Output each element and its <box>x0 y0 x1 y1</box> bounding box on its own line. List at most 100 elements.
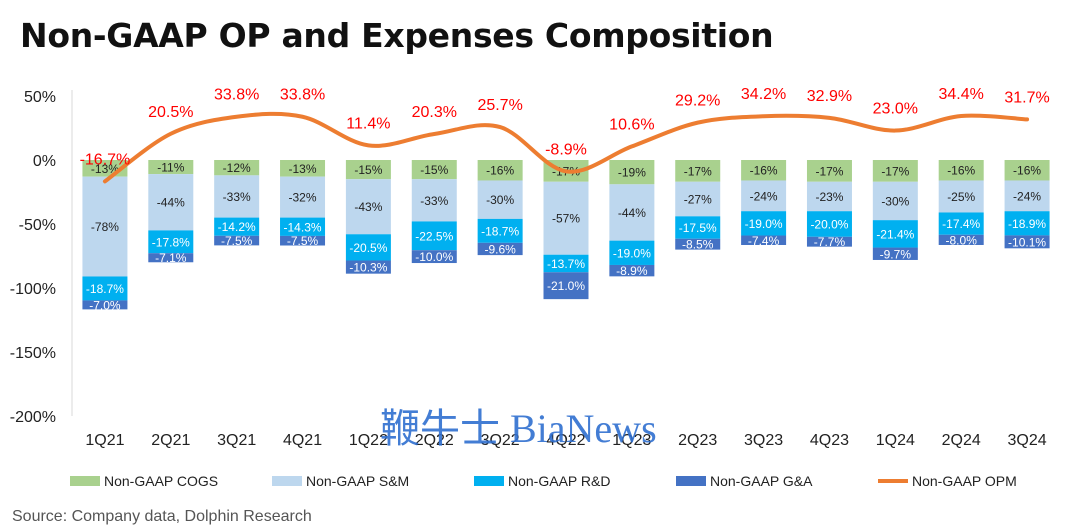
bar-data-label: -16% <box>486 164 514 178</box>
bar-segment-non-gaap-g-a <box>806 236 852 247</box>
bar-segment-non-gaap-r-d <box>148 230 194 254</box>
bar-segment-non-gaap-r-d <box>214 217 260 236</box>
bar-segment-non-gaap-s-m <box>543 181 589 255</box>
bar-segment-non-gaap-s-m <box>148 174 194 231</box>
bar-segment-non-gaap-r-d <box>872 220 918 248</box>
bar-segment-non-gaap-g-a <box>477 242 523 256</box>
opm-data-label: 20.3% <box>412 104 457 121</box>
opm-data-label: 33.8% <box>280 87 325 104</box>
bar-segment-non-gaap-g-a <box>411 250 457 264</box>
x-tick-label: 1Q23 <box>612 432 651 449</box>
bar-segment-non-gaap-r-d <box>280 217 326 236</box>
x-tick-label: 3Q21 <box>217 432 256 449</box>
bar-segment-non-gaap-g-a <box>82 300 128 310</box>
bar-data-label: -11% <box>157 161 184 175</box>
y-tick-label: -200% <box>10 409 56 426</box>
bar-segment-non-gaap-s-m <box>411 179 457 222</box>
bar-data-label: -19% <box>618 166 646 180</box>
bar-data-label: -18.7% <box>481 224 519 238</box>
y-tick-label: -150% <box>10 345 56 362</box>
bar-segment-non-gaap-r-d <box>1004 211 1050 236</box>
x-tick-label: 4Q21 <box>283 432 322 449</box>
bar-segment-non-gaap-cogs <box>214 160 260 176</box>
bar-segment-non-gaap-g-a <box>741 235 787 245</box>
legend-label: Non-GAAP R&D <box>508 473 610 489</box>
opm-data-label: 23.0% <box>873 101 918 118</box>
bar-segment-non-gaap-s-m <box>872 181 918 221</box>
bar-data-label: -7.7% <box>814 235 846 249</box>
bar-data-label: -24% <box>750 189 778 203</box>
x-tick-label: 3Q22 <box>481 432 520 449</box>
x-tick-label: 1Q21 <box>85 432 124 449</box>
bar-data-label: -21.4% <box>876 227 914 241</box>
x-tick-label: 2Q24 <box>942 432 981 449</box>
bar-segment-non-gaap-g-a <box>148 253 194 263</box>
bar-data-label: -33% <box>420 194 448 208</box>
legend-swatch <box>272 476 302 486</box>
brand-watermark: 鞭牛士 BiaNews <box>380 406 657 451</box>
bar-data-label: -7.1% <box>155 251 187 265</box>
bar-data-label: -57% <box>552 212 580 226</box>
bar-segment-non-gaap-g-a <box>214 235 260 246</box>
bar-segment-non-gaap-cogs <box>280 160 326 177</box>
bar-segment-non-gaap-s-m <box>1004 180 1050 212</box>
bar-segment-non-gaap-r-d <box>609 240 655 265</box>
bar-segment-non-gaap-r-d <box>411 221 457 251</box>
bar-data-label: -19.0% <box>745 217 783 231</box>
x-tick-label: 3Q24 <box>1007 432 1046 449</box>
bar-data-label: -17% <box>881 164 909 178</box>
opm-data-label: -8.9% <box>545 141 587 158</box>
bar-data-label: -13% <box>289 162 317 176</box>
bar-segment-non-gaap-s-m <box>477 180 523 219</box>
legend-label: Non-GAAP OPM <box>912 473 1017 489</box>
x-tick-label: 3Q23 <box>744 432 783 449</box>
legend-label: Non-GAAP COGS <box>104 473 218 489</box>
bar-data-label: -17.4% <box>942 217 980 231</box>
bar-segment-non-gaap-g-a <box>543 272 589 300</box>
opm-data-label: 11.4% <box>346 115 390 132</box>
x-tick-label: 1Q24 <box>876 432 915 449</box>
bar-data-label: -7.4% <box>748 234 780 248</box>
bar-segment-non-gaap-cogs <box>741 160 787 181</box>
bar-segment-non-gaap-g-a <box>675 238 721 250</box>
legend-swatch <box>676 476 706 486</box>
y-tick-label: 50% <box>24 89 56 106</box>
bar-segment-non-gaap-g-a <box>280 235 326 246</box>
bar-data-label: -20.0% <box>810 218 848 232</box>
bar-segment-non-gaap-s-m <box>82 176 128 277</box>
opm-data-label: 31.7% <box>1004 89 1049 106</box>
opm-data-label: 34.2% <box>741 86 786 103</box>
bar-segment-non-gaap-cogs <box>938 160 984 181</box>
bar-data-label: -30% <box>486 193 514 207</box>
bar-data-label: -9.6% <box>484 242 516 256</box>
x-tick-label: 1Q22 <box>349 432 388 449</box>
opm-data-label: 29.2% <box>675 93 720 110</box>
bar-segment-non-gaap-s-m <box>938 180 984 213</box>
bar-segment-non-gaap-r-d <box>82 276 128 301</box>
bar-segment-non-gaap-s-m <box>609 184 655 241</box>
bar-data-label: -16% <box>750 164 778 178</box>
bar-segment-non-gaap-g-a <box>1004 235 1050 249</box>
opm-data-label: 34.4% <box>939 86 984 103</box>
y-tick-label: -100% <box>10 281 56 298</box>
y-tick-label: 0% <box>33 153 56 170</box>
bar-segment-non-gaap-g-a <box>938 234 984 245</box>
x-tick-label: 2Q21 <box>151 432 190 449</box>
bar-segment-non-gaap-r-d <box>938 212 984 235</box>
bar-data-label: -7.0% <box>89 298 121 312</box>
opm-line <box>102 111 1030 184</box>
bar-segment-non-gaap-r-d <box>345 234 391 261</box>
bar-segment-non-gaap-s-m <box>345 179 391 235</box>
bar-data-label: -15% <box>354 163 382 177</box>
bar-data-label: -16% <box>947 164 975 178</box>
legend-label: Non-GAAP S&M <box>306 473 409 489</box>
bar-data-label: -17.5% <box>679 221 717 235</box>
bar-data-label: -10.3% <box>349 261 387 275</box>
bar-segment-non-gaap-s-m <box>675 181 721 217</box>
bar-data-label: -15% <box>420 163 448 177</box>
bar-data-label: -44% <box>618 206 646 220</box>
source-note: Source: Company data, Dolphin Research <box>12 508 312 525</box>
bar-data-label: -17% <box>684 164 712 178</box>
bar-data-label: -12% <box>223 161 251 175</box>
